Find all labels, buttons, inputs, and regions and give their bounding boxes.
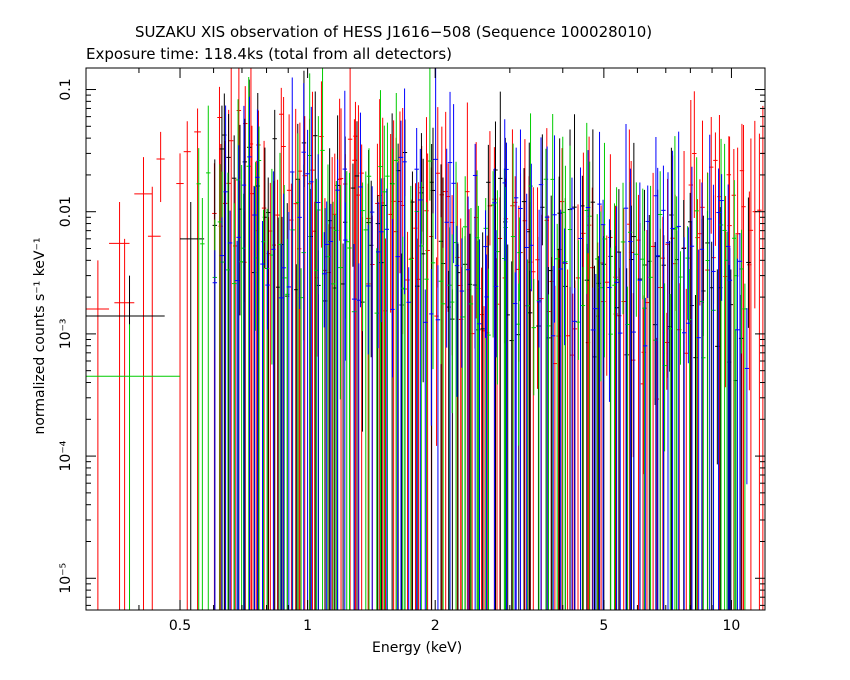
axes-layer: 0.5 1 2 5 10 0.1 0.01 10⁻³ 10⁻⁴ 10⁻⁵: [58, 67, 766, 634]
y-axis-label: normalized counts s⁻¹ keV⁻¹: [32, 237, 48, 435]
x-tick-label: 5: [599, 618, 608, 634]
x-tick-label: 0.5: [169, 618, 191, 634]
chart-title: SUZAKU XIS observation of HESS J1616−508…: [135, 23, 653, 41]
chart-subtitle: Exposure time: 118.4ks (total from all d…: [86, 45, 453, 63]
y-tick-label: 10⁻⁵: [58, 563, 74, 594]
x-axis-label: Energy (keV): [372, 640, 463, 656]
x-tick-label: 10: [723, 618, 741, 634]
x-tick-label: 2: [431, 618, 440, 634]
y-tick-label: 10⁻⁴: [58, 440, 74, 471]
series-layer: [86, 68, 766, 610]
x-tick-label: 1: [303, 618, 312, 634]
y-tick-label: 0.01: [58, 196, 74, 227]
series-3: [212, 68, 750, 610]
y-tick-label: 10⁻³: [58, 318, 74, 349]
y-tick-label: 0.1: [58, 78, 74, 100]
